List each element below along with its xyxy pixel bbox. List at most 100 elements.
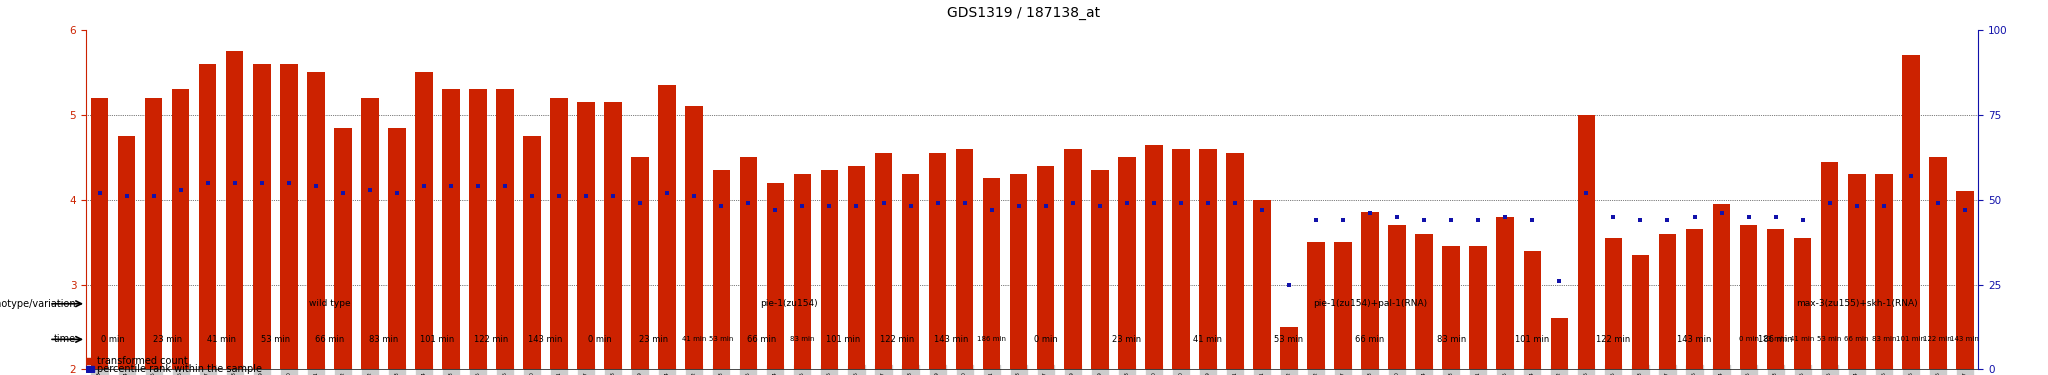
Bar <box>1929 157 1946 369</box>
Bar <box>389 128 406 369</box>
Point <box>434 183 467 189</box>
Text: 122 min: 122 min <box>881 335 913 344</box>
Point <box>1407 217 1440 223</box>
Text: 53 min: 53 min <box>1817 336 1841 342</box>
Bar <box>1118 157 1135 369</box>
Text: 0 min: 0 min <box>588 335 612 344</box>
Bar <box>1847 174 1866 369</box>
Bar <box>1876 174 1892 369</box>
Point <box>84 190 117 196</box>
Point <box>1759 214 1792 220</box>
Point <box>731 200 764 206</box>
Text: 41 min: 41 min <box>1194 335 1223 344</box>
Bar <box>1389 225 1405 369</box>
Bar <box>1659 234 1675 369</box>
Point <box>922 200 954 206</box>
Point <box>1597 214 1630 220</box>
Text: 186 min: 186 min <box>1759 335 1792 344</box>
Text: pie-1(zu154)+pal-1(RNA): pie-1(zu154)+pal-1(RNA) <box>1313 299 1427 308</box>
Text: 143 min: 143 min <box>934 335 969 344</box>
Point <box>489 183 522 189</box>
Bar <box>1794 238 1810 369</box>
Point <box>1894 173 1927 179</box>
Text: 122 min: 122 min <box>1595 335 1630 344</box>
Text: 83 min: 83 min <box>1436 335 1466 344</box>
Text: 23 min: 23 min <box>1763 336 1788 342</box>
Bar <box>307 72 324 369</box>
Point <box>1057 200 1090 206</box>
Bar <box>172 89 188 369</box>
Point <box>569 193 602 199</box>
Bar <box>766 183 784 369</box>
Text: 41 min: 41 min <box>207 335 236 344</box>
Bar <box>1470 246 1487 369</box>
Bar <box>281 64 297 369</box>
Point <box>543 193 575 199</box>
Text: 143 min: 143 min <box>1950 336 1978 342</box>
Point <box>461 183 494 189</box>
Bar <box>334 128 352 369</box>
Point <box>1812 200 1845 206</box>
Point <box>1436 217 1468 223</box>
Bar <box>578 102 594 369</box>
Text: 23 min: 23 min <box>639 335 668 344</box>
Text: 0 min: 0 min <box>1034 335 1057 344</box>
Bar <box>821 170 838 369</box>
Point <box>678 193 711 199</box>
Point <box>1192 200 1225 206</box>
Point <box>1786 217 1819 223</box>
Point <box>1542 278 1575 284</box>
Bar <box>1335 242 1352 369</box>
Point <box>705 204 737 210</box>
Text: 66 min: 66 min <box>315 335 344 344</box>
Text: 143 min: 143 min <box>1677 335 1712 344</box>
Point <box>1489 214 1522 220</box>
Point <box>1083 204 1116 210</box>
Point <box>1030 204 1063 210</box>
Text: 83 min: 83 min <box>791 336 815 342</box>
Bar <box>86 366 94 372</box>
Bar <box>1821 162 1839 369</box>
Point <box>1354 210 1386 216</box>
Point <box>164 186 197 192</box>
Bar <box>930 153 946 369</box>
Point <box>1516 217 1548 223</box>
Point <box>1110 200 1143 206</box>
Bar <box>524 136 541 369</box>
Bar <box>795 174 811 369</box>
Bar <box>1065 149 1081 369</box>
Bar <box>686 106 702 369</box>
Point <box>1733 214 1765 220</box>
Text: percentile rank within the sample: percentile rank within the sample <box>98 364 262 374</box>
Bar <box>1415 234 1434 369</box>
Bar <box>1497 217 1513 369</box>
Point <box>272 180 305 186</box>
Text: 122 min: 122 min <box>475 335 508 344</box>
Point <box>1841 204 1874 210</box>
Bar <box>551 98 567 369</box>
Point <box>1327 217 1360 223</box>
Bar <box>496 89 514 369</box>
Bar <box>86 358 94 364</box>
Point <box>1219 200 1251 206</box>
Point <box>786 204 819 210</box>
Text: 53 min: 53 min <box>260 335 291 344</box>
Bar <box>1092 170 1108 369</box>
Point <box>137 193 170 199</box>
Text: 101 min: 101 min <box>420 335 455 344</box>
Bar <box>254 64 270 369</box>
Text: 101 min: 101 min <box>1516 335 1550 344</box>
Bar <box>631 157 649 369</box>
Point <box>1300 217 1333 223</box>
Text: wild type: wild type <box>309 299 350 308</box>
Bar <box>1577 115 1595 369</box>
Bar <box>659 85 676 369</box>
Bar <box>1145 144 1163 369</box>
Point <box>111 193 143 199</box>
Bar <box>848 166 864 369</box>
Bar <box>1200 149 1217 369</box>
Bar <box>1956 191 1974 369</box>
Bar <box>1307 242 1325 369</box>
Bar <box>713 170 729 369</box>
Bar <box>1253 200 1270 369</box>
